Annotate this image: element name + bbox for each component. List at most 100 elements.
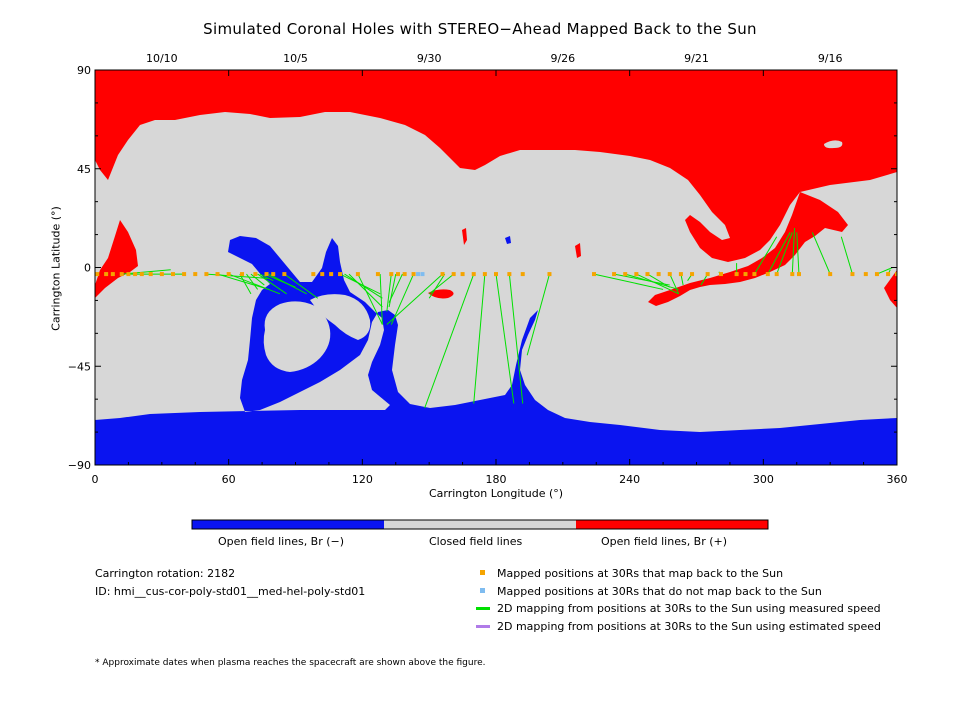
y-axis-label: Carrington Latitude (°) <box>49 206 63 331</box>
positive-patch-a <box>462 228 467 245</box>
top-date-label-5: 9/16 <box>818 52 843 65</box>
mapped-point-1 <box>104 272 109 277</box>
mapped-point-47 <box>690 272 695 277</box>
mapping-line-26 <box>473 274 486 404</box>
positive-patch-b <box>575 243 581 258</box>
mapped-point-45 <box>667 272 672 277</box>
colorbar-label-negative: Open field lines, Br (−) <box>218 535 345 548</box>
mapping-line-20 <box>388 273 403 303</box>
mapped-point-58 <box>850 272 855 277</box>
legend-mapped-swatch <box>480 570 485 575</box>
mapped-point-16 <box>253 272 258 277</box>
unmapped-point-1 <box>420 272 425 277</box>
mapped-point-2 <box>110 272 115 277</box>
y-tick-label-2: 0 <box>84 262 91 275</box>
mapping-line-19 <box>388 273 397 308</box>
top-date-label-1: 10/5 <box>283 52 308 65</box>
mapped-point-41 <box>623 272 628 277</box>
mapped-point-5 <box>133 272 138 277</box>
mapped-point-42 <box>634 272 639 277</box>
legend-unmapped-swatch <box>480 588 485 593</box>
mapping-lines <box>121 227 893 409</box>
mapped-point-25 <box>375 272 380 277</box>
mapping-line-47 <box>840 236 853 275</box>
legend-estimated-swatch <box>476 625 490 628</box>
mapping-line-23 <box>428 273 446 299</box>
mapped-point-28 <box>402 272 407 277</box>
mapped-point-11 <box>193 272 198 277</box>
mapped-point-9 <box>170 272 175 277</box>
positive-hole-east <box>884 270 897 308</box>
mapped-point-62 <box>895 272 897 277</box>
mapping-line-22 <box>386 273 443 325</box>
mapping-line-41 <box>753 236 778 275</box>
mapped-point-8 <box>159 272 164 277</box>
mapped-point-44 <box>656 272 661 277</box>
mapped-point-36 <box>507 272 512 277</box>
legend-measured-swatch <box>476 607 490 610</box>
mapped-point-17 <box>264 272 269 277</box>
mapped-point-26 <box>389 272 394 277</box>
mapped-point-40 <box>612 272 617 277</box>
mapped-point-37 <box>520 272 525 277</box>
mapped-point-21 <box>320 272 325 277</box>
legend-measured: 2D mapping from positions at 30Rs to the… <box>497 602 881 615</box>
mapped-point-31 <box>451 272 456 277</box>
mapped-point-60 <box>874 272 879 277</box>
colorbar-negative <box>192 520 384 529</box>
x-axis-label: Carrington Longitude (°) <box>428 487 564 500</box>
mapped-point-24 <box>355 272 360 277</box>
mapping-line-33 <box>636 273 679 295</box>
mapping-line-34 <box>647 273 671 288</box>
mapping-line-16 <box>357 273 383 325</box>
mapping-line-8 <box>228 273 281 295</box>
closed-island-right <box>310 294 371 340</box>
mapped-point-55 <box>790 272 795 277</box>
x-tick-label-3: 180 <box>486 473 507 486</box>
south-negative-polar-hole <box>95 236 897 465</box>
mapping-line-18 <box>386 274 392 312</box>
colorbar-label-closed: Closed field lines <box>429 535 523 548</box>
mapping-line-17 <box>379 274 383 325</box>
colorbar <box>191 519 769 530</box>
footnote: * Approximate dates when plasma reaches … <box>95 658 486 668</box>
top-date-label-4: 9/21 <box>684 52 709 65</box>
mapped-point-57 <box>828 272 833 277</box>
y-tick-label-4: −90 <box>68 459 91 472</box>
closed-island-left <box>263 301 331 372</box>
mapped-point-29 <box>411 272 416 277</box>
mapped-point-22 <box>329 272 334 277</box>
mapped-point-3 <box>119 272 124 277</box>
north-hole-island <box>824 140 843 149</box>
mapped-point-27 <box>395 272 400 277</box>
negative-patch-a <box>505 236 511 244</box>
x-tick-label-1: 60 <box>222 473 236 486</box>
mapping-line-12 <box>284 273 319 299</box>
mapped-point-15 <box>240 272 245 277</box>
mapping-line-21 <box>390 273 415 325</box>
mapped-point-49 <box>719 272 724 277</box>
mapping-line-2 <box>239 273 252 295</box>
north-hole-extension <box>648 192 848 306</box>
mapped-point-48 <box>705 272 710 277</box>
north-positive-polar-hole <box>95 70 897 262</box>
mapping-line-9 <box>257 273 287 295</box>
legend-mapped: Mapped positions at 30Rs that map back t… <box>497 567 784 580</box>
mapped-point-54 <box>774 272 779 277</box>
mapping-line-42 <box>767 232 791 275</box>
mapping-line-25 <box>424 273 475 409</box>
mapped-point-23 <box>338 272 343 277</box>
mapped-point-30 <box>440 272 445 277</box>
mapping-line-45 <box>796 232 800 275</box>
mapping-line-27 <box>495 274 515 404</box>
mapped-point-18 <box>271 272 276 277</box>
y-tick-label-1: 45 <box>77 163 91 176</box>
mapped-point-38 <box>547 272 552 277</box>
mapping-line-48 <box>876 267 893 275</box>
mapping-line-30 <box>593 273 664 290</box>
mapped-point-59 <box>863 272 868 277</box>
mapped-point-7 <box>148 272 153 277</box>
mapped-point-12 <box>204 272 209 277</box>
axis-ticks: 0 60 120 180 240 300 360 90 45 0 −45 −90 10/10 10/5 9/… <box>68 52 908 486</box>
mapped-point-52 <box>752 272 757 277</box>
